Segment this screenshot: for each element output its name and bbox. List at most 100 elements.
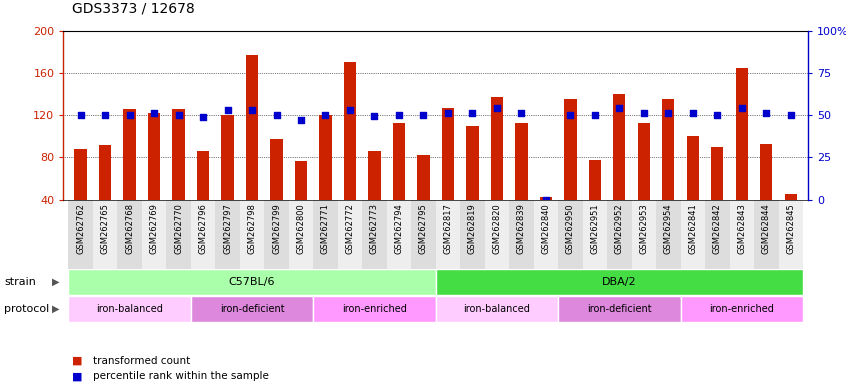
Bar	[761, 144, 772, 242]
Text: GSM262772: GSM262772	[345, 203, 354, 254]
Bar	[540, 197, 552, 242]
Text: GSM262765: GSM262765	[101, 203, 110, 254]
Bar	[313, 200, 338, 269]
Bar	[93, 200, 118, 269]
Text: GSM262819: GSM262819	[468, 203, 477, 254]
Text: GSM262841: GSM262841	[689, 203, 697, 254]
Text: ▶: ▶	[52, 277, 59, 287]
Bar	[191, 200, 215, 269]
Bar	[338, 200, 362, 269]
Bar	[142, 200, 167, 269]
Text: GSM262820: GSM262820	[492, 203, 502, 254]
Text: iron-deficient: iron-deficient	[587, 304, 651, 314]
Text: GSM262770: GSM262770	[174, 203, 183, 254]
Bar	[680, 200, 705, 269]
Bar	[754, 200, 778, 269]
Bar	[613, 94, 625, 242]
Bar	[534, 200, 558, 269]
Bar	[466, 126, 479, 242]
Text: GSM262773: GSM262773	[370, 203, 379, 254]
Bar	[638, 122, 650, 242]
Bar	[295, 161, 307, 242]
Bar	[436, 296, 558, 322]
Bar	[515, 122, 528, 242]
Point	[123, 112, 136, 118]
Bar	[393, 122, 405, 242]
Bar	[167, 200, 191, 269]
Text: GSM262839: GSM262839	[517, 203, 526, 254]
Text: GDS3373 / 12678: GDS3373 / 12678	[72, 2, 195, 15]
Point	[441, 110, 454, 116]
Bar	[215, 200, 239, 269]
Bar	[436, 269, 803, 295]
Bar	[319, 115, 332, 242]
Bar	[222, 115, 233, 242]
Point	[294, 118, 308, 124]
Bar	[784, 194, 797, 242]
Point	[563, 112, 577, 118]
Bar	[118, 200, 142, 269]
Bar	[589, 160, 601, 242]
Text: iron-deficient: iron-deficient	[220, 304, 284, 314]
Bar	[564, 99, 576, 242]
Bar	[173, 109, 184, 242]
Text: GSM262795: GSM262795	[419, 203, 428, 254]
Text: GSM262953: GSM262953	[640, 203, 648, 254]
Bar	[687, 136, 699, 242]
Bar	[69, 200, 93, 269]
Bar	[632, 200, 656, 269]
Point	[343, 107, 357, 113]
Bar	[387, 200, 411, 269]
Bar	[778, 200, 803, 269]
Point	[319, 112, 332, 118]
Bar	[69, 269, 436, 295]
Bar	[124, 109, 135, 242]
Point	[760, 110, 773, 116]
Text: iron-enriched: iron-enriched	[709, 304, 774, 314]
Bar	[343, 62, 356, 242]
Text: ■: ■	[72, 371, 82, 381]
Text: DBA/2: DBA/2	[602, 277, 637, 287]
Point	[735, 105, 749, 111]
Bar	[74, 149, 86, 242]
Point	[490, 105, 503, 111]
Bar	[271, 139, 283, 242]
Text: protocol: protocol	[4, 304, 49, 314]
Bar	[485, 200, 509, 269]
Bar	[509, 200, 534, 269]
Bar	[288, 200, 313, 269]
Text: GSM262952: GSM262952	[615, 203, 624, 254]
Bar	[662, 99, 674, 242]
Bar	[191, 296, 313, 322]
Bar	[411, 200, 436, 269]
Text: GSM262797: GSM262797	[223, 203, 232, 254]
Bar	[264, 200, 288, 269]
Point	[245, 107, 259, 113]
Text: GSM262842: GSM262842	[713, 203, 722, 254]
Bar	[239, 200, 264, 269]
Point	[539, 197, 552, 203]
Bar	[729, 200, 754, 269]
Text: iron-enriched: iron-enriched	[342, 304, 407, 314]
Point	[98, 112, 112, 118]
Text: percentile rank within the sample: percentile rank within the sample	[93, 371, 269, 381]
Bar	[656, 200, 680, 269]
Point	[784, 112, 798, 118]
Text: GSM262950: GSM262950	[566, 203, 575, 254]
Text: ▶: ▶	[52, 304, 59, 314]
Point	[465, 110, 479, 116]
Text: GSM262799: GSM262799	[272, 203, 281, 254]
Point	[147, 110, 161, 116]
Text: GSM262843: GSM262843	[738, 203, 746, 254]
Text: GSM262954: GSM262954	[664, 203, 673, 254]
Bar	[558, 296, 680, 322]
Bar	[246, 55, 258, 242]
Point	[270, 112, 283, 118]
Text: GSM262800: GSM262800	[296, 203, 305, 254]
Point	[613, 105, 626, 111]
Text: GSM262817: GSM262817	[443, 203, 453, 254]
Text: C57BL/6: C57BL/6	[228, 277, 275, 287]
Text: GSM262762: GSM262762	[76, 203, 85, 254]
Bar	[460, 200, 485, 269]
Text: strain: strain	[4, 277, 36, 287]
